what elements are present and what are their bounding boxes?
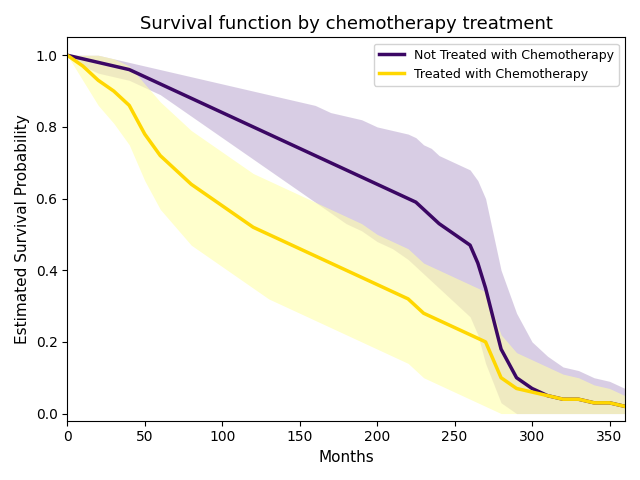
Not Treated with Chemotherapy <box>420 206 428 212</box>
Treated with Chemotherapy <box>172 167 180 173</box>
Treated with Chemotherapy <box>110 88 118 94</box>
Not Treated with Chemotherapy <box>141 74 148 80</box>
Treated with Chemotherapy <box>218 203 226 209</box>
Treated with Chemotherapy <box>342 267 350 273</box>
Not Treated with Chemotherapy <box>265 131 273 137</box>
Not Treated with Chemotherapy <box>559 396 567 402</box>
Not Treated with Chemotherapy <box>234 117 241 122</box>
Treated with Chemotherapy <box>311 253 319 259</box>
Treated with Chemotherapy <box>373 282 381 288</box>
Treated with Chemotherapy <box>621 404 629 409</box>
Not Treated with Chemotherapy <box>188 96 195 101</box>
Treated with Chemotherapy <box>590 400 598 406</box>
Not Treated with Chemotherapy <box>156 81 164 87</box>
Not Treated with Chemotherapy <box>203 103 211 108</box>
Treated with Chemotherapy <box>250 224 257 230</box>
Not Treated with Chemotherapy <box>590 400 598 406</box>
Not Treated with Chemotherapy <box>388 189 396 194</box>
Not Treated with Chemotherapy <box>404 196 412 202</box>
Treated with Chemotherapy <box>63 52 71 58</box>
Title: Survival function by chemotherapy treatment: Survival function by chemotherapy treatm… <box>140 15 552 33</box>
Not Treated with Chemotherapy <box>79 56 86 62</box>
Treated with Chemotherapy <box>388 289 396 295</box>
Treated with Chemotherapy <box>528 389 536 395</box>
Not Treated with Chemotherapy <box>95 60 102 65</box>
Not Treated with Chemotherapy <box>311 153 319 158</box>
Not Treated with Chemotherapy <box>428 214 435 219</box>
Not Treated with Chemotherapy <box>605 400 613 406</box>
Treated with Chemotherapy <box>296 246 303 252</box>
X-axis label: Months: Months <box>318 450 374 465</box>
Not Treated with Chemotherapy <box>327 160 335 166</box>
Not Treated with Chemotherapy <box>218 110 226 116</box>
Treated with Chemotherapy <box>141 131 148 137</box>
Not Treated with Chemotherapy <box>575 396 582 402</box>
Not Treated with Chemotherapy <box>250 124 257 130</box>
Not Treated with Chemotherapy <box>342 167 350 173</box>
Treated with Chemotherapy <box>420 311 428 316</box>
Not Treated with Chemotherapy <box>280 138 288 144</box>
Treated with Chemotherapy <box>265 231 273 237</box>
Not Treated with Chemotherapy <box>358 174 365 180</box>
Not Treated with Chemotherapy <box>435 221 443 227</box>
Y-axis label: Estimated Survival Probability: Estimated Survival Probability <box>15 114 30 344</box>
Not Treated with Chemotherapy <box>482 285 490 291</box>
Treated with Chemotherapy <box>95 77 102 83</box>
Not Treated with Chemotherapy <box>513 375 520 381</box>
Treated with Chemotherapy <box>412 303 420 309</box>
Not Treated with Chemotherapy <box>497 346 505 352</box>
Treated with Chemotherapy <box>203 192 211 198</box>
Not Treated with Chemotherapy <box>412 199 420 205</box>
Not Treated with Chemotherapy <box>172 88 180 94</box>
Treated with Chemotherapy <box>358 275 365 280</box>
Line: Treated with Chemotherapy: Treated with Chemotherapy <box>67 55 625 407</box>
Treated with Chemotherapy <box>544 393 552 398</box>
Not Treated with Chemotherapy <box>466 242 474 248</box>
Treated with Chemotherapy <box>327 260 335 266</box>
Treated with Chemotherapy <box>513 385 520 391</box>
Treated with Chemotherapy <box>125 103 133 108</box>
Treated with Chemotherapy <box>404 296 412 302</box>
Treated with Chemotherapy <box>482 339 490 345</box>
Not Treated with Chemotherapy <box>544 393 552 398</box>
Not Treated with Chemotherapy <box>110 63 118 69</box>
Treated with Chemotherapy <box>605 400 613 406</box>
Treated with Chemotherapy <box>466 332 474 337</box>
Not Treated with Chemotherapy <box>451 231 458 237</box>
Treated with Chemotherapy <box>451 324 458 330</box>
Treated with Chemotherapy <box>575 396 582 402</box>
Line: Not Treated with Chemotherapy: Not Treated with Chemotherapy <box>67 55 625 407</box>
Treated with Chemotherapy <box>280 239 288 244</box>
Legend: Not Treated with Chemotherapy, Treated with Chemotherapy: Not Treated with Chemotherapy, Treated w… <box>374 44 619 86</box>
Treated with Chemotherapy <box>435 317 443 323</box>
Not Treated with Chemotherapy <box>296 145 303 151</box>
Not Treated with Chemotherapy <box>125 67 133 72</box>
Treated with Chemotherapy <box>188 181 195 187</box>
Treated with Chemotherapy <box>497 375 505 381</box>
Treated with Chemotherapy <box>79 63 86 69</box>
Not Treated with Chemotherapy <box>528 385 536 391</box>
Not Treated with Chemotherapy <box>63 52 71 58</box>
Treated with Chemotherapy <box>234 214 241 219</box>
Not Treated with Chemotherapy <box>373 181 381 187</box>
Not Treated with Chemotherapy <box>621 404 629 409</box>
Treated with Chemotherapy <box>156 153 164 158</box>
Treated with Chemotherapy <box>559 396 567 402</box>
Not Treated with Chemotherapy <box>474 260 482 266</box>
